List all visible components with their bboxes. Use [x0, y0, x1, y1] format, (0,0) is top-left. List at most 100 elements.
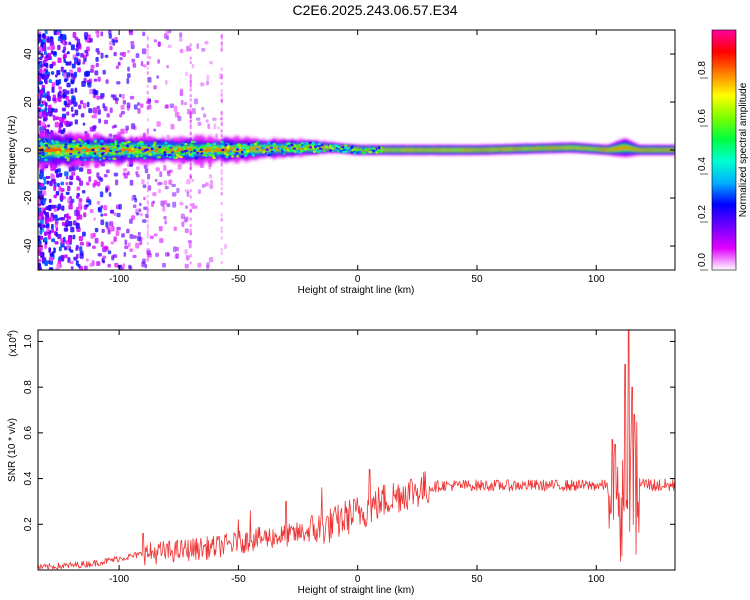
spectrogram-cell [123, 252, 127, 257]
spectrogram-cell [292, 147, 296, 150]
spectrogram-cell [146, 208, 149, 212]
spectrogram-cell [139, 202, 142, 207]
spectrogram-cell [50, 212, 54, 219]
spectrogram-cell [220, 121, 223, 125]
spectrogram-cell [220, 67, 223, 71]
spectrogram-cell [126, 105, 130, 111]
spectrogram-cell [38, 236, 41, 242]
spectrogram-cell [135, 212, 140, 216]
spectrogram-cell [38, 75, 42, 82]
spectrogram-cell [78, 206, 82, 212]
x-tick-label: 100 [588, 574, 605, 585]
spectrogram-cell [377, 146, 381, 150]
spectrogram-cell [90, 151, 94, 154]
spectrogram-cell [38, 208, 41, 213]
spectrogram-cell [141, 179, 145, 185]
spectrogram-cell [220, 46, 223, 50]
spectrogram-cell [104, 54, 109, 58]
spectrogram-cell [226, 145, 230, 148]
spectrogram-cell [89, 88, 93, 95]
spectrogram-cell [96, 181, 101, 187]
spectrogram-cell [142, 184, 147, 189]
spectrogram-cell [157, 140, 161, 143]
spectrogram-cell [184, 142, 188, 146]
spectrogram-cell [93, 90, 98, 95]
spectrogram-cell [60, 188, 65, 192]
spectrogram-cell [71, 113, 75, 118]
spectrogram-cell [38, 120, 42, 126]
spectrogram-cell [189, 261, 192, 265]
spectrogram-cell [38, 137, 41, 141]
spectrogram-cell [74, 119, 78, 125]
spectrogram-cell [75, 210, 81, 216]
spectrogram-cell [110, 241, 115, 245]
spectrogram-cell [55, 267, 60, 270]
spectrogram-cell [288, 148, 292, 151]
spectrogram-cell [64, 221, 68, 226]
spectrogram-cell [114, 179, 119, 186]
spectrogram-cell [111, 225, 115, 232]
spectrogram-cell [179, 48, 184, 54]
spectrogram-cell [238, 146, 242, 149]
spectrogram-cell [101, 228, 105, 233]
spectrogram-cell [146, 210, 149, 214]
spectrogram-cell [116, 145, 120, 148]
spectrogram-cell [38, 144, 41, 148]
spectrogram-cell [172, 156, 176, 159]
spectrogram-cell [379, 146, 384, 149]
spectrogram-cell [164, 185, 169, 190]
spectrogram-cell [94, 70, 99, 76]
spectrogram-cell [191, 108, 196, 115]
spectrogram-cell [147, 173, 151, 180]
spectrogram-cell [146, 226, 149, 230]
spectrogram-cell [113, 172, 119, 177]
spectrogram-cell [45, 112, 49, 117]
spectrogram-cell [304, 142, 308, 146]
spectrogram-cell [107, 250, 112, 255]
spectrogram-cell [48, 79, 52, 84]
spectrogram-cell [79, 246, 83, 252]
spectrogram-cell [203, 144, 207, 148]
spectrogram-cell [53, 185, 57, 192]
spectrogram-cell [69, 147, 73, 151]
spectrogram-cell [146, 258, 149, 262]
spectrogram-cell [272, 148, 276, 152]
spectrogram-cell [132, 62, 137, 68]
spectrogram-cell [189, 195, 192, 199]
spectrogram-cell [61, 152, 65, 155]
spectrogram-cell [79, 100, 84, 105]
spectrogram-cell [158, 145, 162, 149]
spectrogram-cell [108, 149, 113, 153]
spectrogram-cell [78, 44, 82, 50]
spectrogram-cell [191, 151, 195, 154]
spectrogram-cell [213, 152, 218, 155]
spectrogram-cell [67, 185, 71, 192]
spectrogram-cell [167, 44, 172, 49]
spectrogram-cell [139, 212, 143, 217]
spectrogram-cell [98, 118, 102, 124]
spectrogram-cell [68, 41, 72, 46]
spectrogram-cell [113, 145, 117, 149]
spectrogram-cell [96, 261, 101, 266]
spectrogram-cell [300, 141, 305, 145]
spectrogram-cell [76, 155, 80, 159]
spectrogram-cell [220, 99, 223, 103]
spectrogram-cell [121, 141, 125, 145]
spectrogram-cell [226, 147, 230, 150]
spectrogram-cell [146, 200, 149, 204]
spectrogram-cell [65, 181, 69, 186]
spectrogram-cell [46, 180, 50, 185]
spectrogram-cell [72, 76, 76, 82]
spectrogram-cell [83, 57, 87, 62]
spectrogram-cell [185, 71, 188, 77]
spectrogram-cell [129, 95, 135, 100]
spectrogram-cell [101, 147, 105, 150]
spectrogram-cell [314, 144, 318, 148]
spectrogram-cell [140, 103, 144, 108]
spectrogram-cell [75, 207, 79, 212]
spectrogram-x-axis-label: Height of straight line (km) [298, 285, 415, 296]
spectrogram-cell [48, 198, 52, 204]
spectrogram-cell [220, 154, 224, 158]
spectrogram-cell [329, 149, 333, 152]
spectrogram-cell [40, 74, 45, 79]
